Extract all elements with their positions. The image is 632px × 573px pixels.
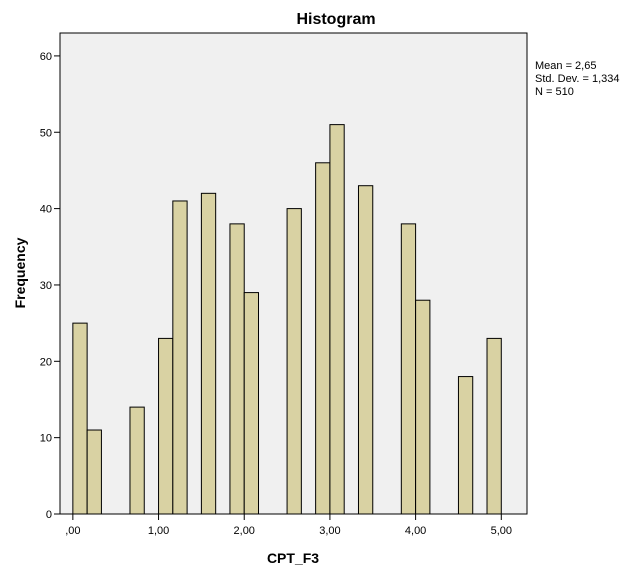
y-tick-label: 50 bbox=[40, 127, 52, 139]
histogram-bar bbox=[200, 192, 217, 515]
y-tick-label: 60 bbox=[40, 51, 52, 63]
histogram-bar bbox=[315, 162, 331, 515]
x-tick-label: 2,00 bbox=[234, 525, 255, 537]
histogram-bar bbox=[486, 337, 502, 515]
y-tick-label: 0 bbox=[46, 509, 52, 521]
histogram-bar bbox=[243, 292, 260, 515]
histogram-bar bbox=[400, 223, 417, 515]
histogram-bar bbox=[72, 322, 88, 515]
x-tick-label: 5,00 bbox=[491, 525, 512, 537]
x-tick-label: 4,00 bbox=[405, 525, 426, 537]
histogram-bar bbox=[329, 124, 345, 515]
y-axis: 0 10 20 30 40 50 60 bbox=[40, 51, 60, 521]
y-tick-label: 30 bbox=[40, 280, 52, 292]
stats-n: N = 510 bbox=[535, 86, 574, 98]
stats-box: Mean = 2,65 Std. Dev. = 1,334 N = 510 bbox=[535, 60, 620, 98]
y-tick-label: 40 bbox=[40, 204, 52, 216]
x-tick-label: ,00 bbox=[65, 525, 80, 537]
y-tick-label: 20 bbox=[40, 356, 52, 368]
x-axis-title: CPT_F3 bbox=[267, 550, 319, 566]
y-tick-label: 10 bbox=[40, 433, 52, 445]
chart-title: Histogram bbox=[296, 11, 375, 28]
histogram-bar bbox=[457, 376, 474, 515]
y-axis-title: Frequency bbox=[12, 237, 28, 308]
histogram-bar bbox=[86, 429, 102, 515]
stats-mean: Mean = 2,65 bbox=[535, 60, 596, 72]
histogram-bar bbox=[158, 337, 174, 515]
stats-std-dev: Std. Dev. = 1,334 bbox=[535, 73, 620, 85]
histogram-bar bbox=[415, 299, 431, 515]
x-tick-label: 3,00 bbox=[319, 525, 340, 537]
histogram-bar bbox=[357, 185, 374, 515]
histogram-bar bbox=[286, 208, 302, 515]
x-axis: ,00 1,00 2,00 3,00 4,00 5,00 bbox=[65, 514, 512, 537]
x-tick-label: 1,00 bbox=[148, 525, 169, 537]
histogram-bar bbox=[229, 223, 245, 515]
histogram-bar bbox=[172, 200, 188, 515]
bars-group bbox=[72, 124, 502, 515]
histogram-bar bbox=[129, 406, 145, 515]
